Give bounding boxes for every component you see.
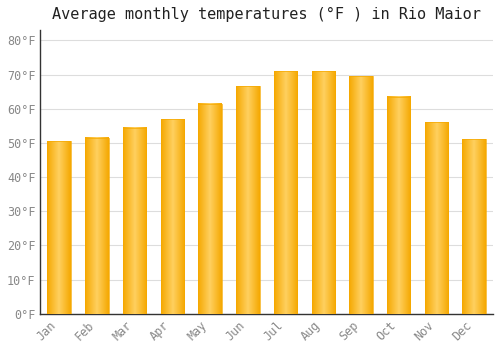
Bar [160,119,184,314]
Bar [274,71,297,314]
Bar [425,122,448,314]
Bar [462,140,486,314]
Bar [236,86,260,314]
Title: Average monthly temperatures (°F ) in Rio Maior: Average monthly temperatures (°F ) in Ri… [52,7,481,22]
Bar [85,138,108,314]
Bar [387,97,410,314]
Bar [198,104,222,314]
Bar [350,76,372,314]
Bar [48,141,71,314]
Bar [312,71,335,314]
Bar [123,127,146,314]
